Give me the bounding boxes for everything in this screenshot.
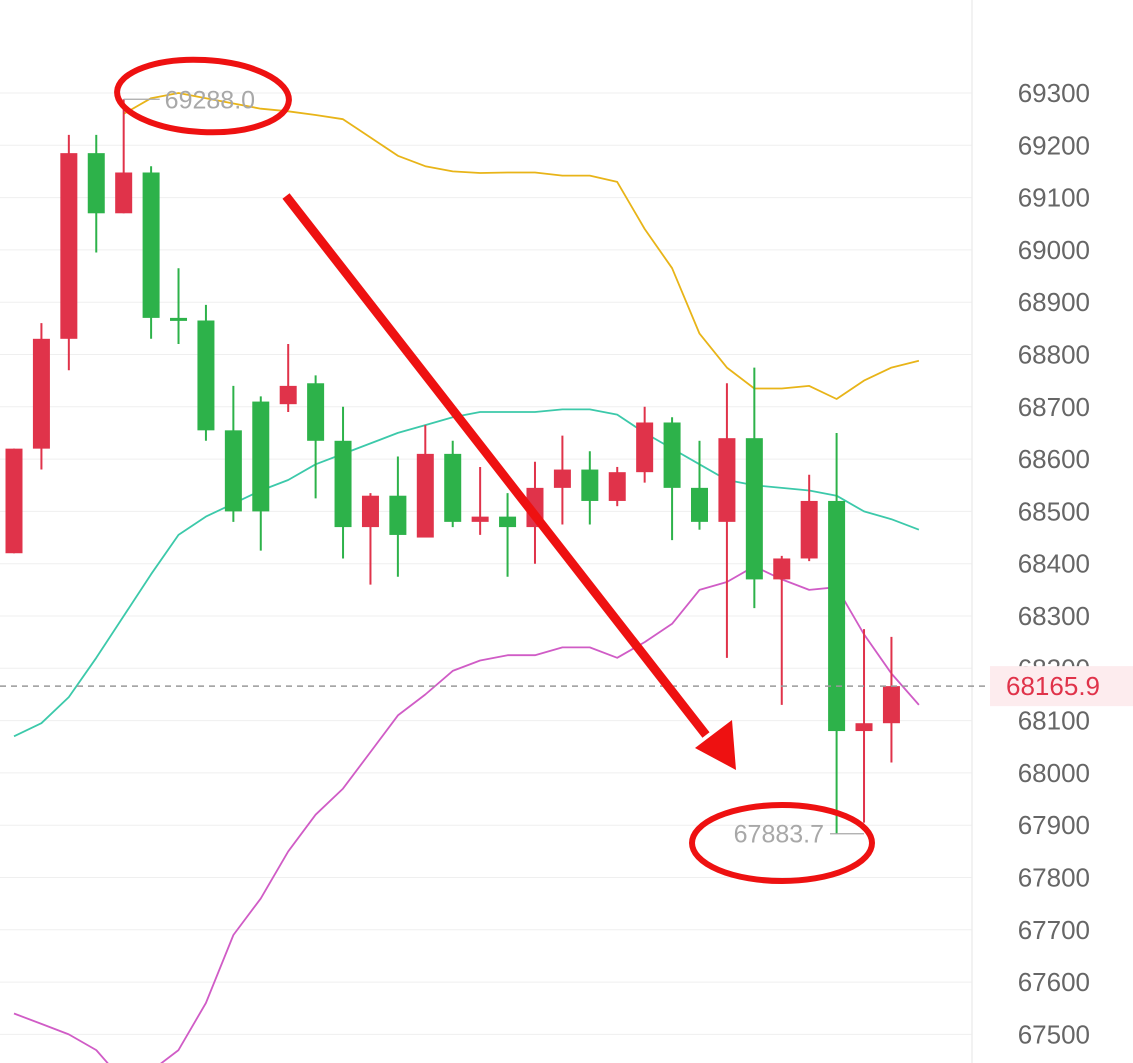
grid-lines — [0, 92, 972, 1035]
candle-body-up — [87, 153, 105, 214]
candle-body-down — [115, 172, 133, 214]
current-price-tag — [990, 666, 1133, 707]
candle-body-up — [252, 401, 270, 512]
y-tick-label: 67500 — [1018, 1019, 1090, 1049]
candle-body-down — [718, 438, 736, 522]
y-tick-label: 67800 — [1018, 863, 1090, 893]
extreme-markers: 69288.0 67883.7 — [123, 86, 865, 849]
candle-body-down — [855, 723, 873, 732]
y-tick-label: 69000 — [1018, 235, 1090, 265]
y-tick-label: 68300 — [1018, 601, 1090, 631]
candle-body-down — [773, 558, 791, 580]
y-tick-label: 68500 — [1018, 496, 1090, 526]
candle-body-up — [142, 172, 160, 318]
plot-area — [5, 92, 920, 1063]
high-marker-label: 69288.0 — [165, 86, 255, 114]
y-tick-label: 68800 — [1018, 340, 1090, 370]
y-tick-label: 68100 — [1018, 706, 1090, 736]
candle-body-up — [581, 469, 599, 501]
high-circle-annotation — [114, 56, 292, 136]
y-axis: 69300 69200 69100 69000 68900 68800 68700 68600… — [1018, 78, 1090, 1049]
candle-body-up — [334, 440, 352, 528]
upper-band-line — [123, 92, 920, 400]
lower-band-line — [13, 565, 920, 1063]
y-tick-label: 67700 — [1018, 915, 1090, 945]
candle-body-down — [882, 686, 900, 724]
candle-body-down — [636, 422, 654, 473]
y-tick-label: 67600 — [1018, 967, 1090, 997]
candle-body-down — [553, 469, 571, 488]
hand-drawn-annotations — [114, 56, 875, 884]
down-arrow-head — [695, 720, 736, 770]
y-tick-label: 68400 — [1018, 549, 1090, 579]
bollinger-bands — [13, 92, 920, 1063]
middle-band-line — [13, 408, 920, 738]
y-tick-label: 69100 — [1018, 183, 1090, 213]
candle-body-up — [307, 383, 325, 441]
candle-body-up — [170, 317, 188, 321]
y-tick-label: 69200 — [1018, 130, 1090, 160]
candle-body-down — [608, 472, 626, 501]
candle-body-down — [361, 495, 379, 528]
candle-body-down — [5, 448, 23, 554]
candle-body-up — [828, 500, 846, 732]
y-tick-label: 67900 — [1018, 810, 1090, 840]
low-circle-annotation — [689, 802, 875, 884]
candle-body-up — [691, 487, 708, 522]
low-marker-label: 67883.7 — [734, 821, 824, 849]
candle-body-down — [800, 500, 818, 559]
y-tick-label: 68900 — [1018, 287, 1090, 317]
current-price-line: 68165.9 — [0, 666, 1133, 707]
current-price-label: 68165.9 — [1006, 671, 1100, 701]
candle-body-down — [471, 516, 489, 522]
candle-body-up — [663, 422, 681, 488]
down-arrow-shaft — [282, 193, 710, 738]
candle-body-down — [32, 338, 50, 449]
candle-body-down — [60, 153, 78, 339]
candle-body-up — [197, 320, 215, 431]
y-tick-label: 68600 — [1018, 444, 1090, 474]
candle-body-down — [279, 385, 297, 405]
candle-body-up — [745, 438, 763, 580]
candle-body-up — [389, 495, 407, 535]
y-tick-label: 68700 — [1018, 392, 1090, 422]
candle-body-up — [499, 516, 517, 528]
y-tick-label: 69300 — [1018, 78, 1090, 108]
candles — [5, 99, 900, 834]
candle-body-down — [416, 453, 434, 538]
y-tick-label: 68000 — [1018, 758, 1090, 788]
candle-body-up — [224, 430, 242, 512]
candle-body-up — [444, 453, 462, 522]
